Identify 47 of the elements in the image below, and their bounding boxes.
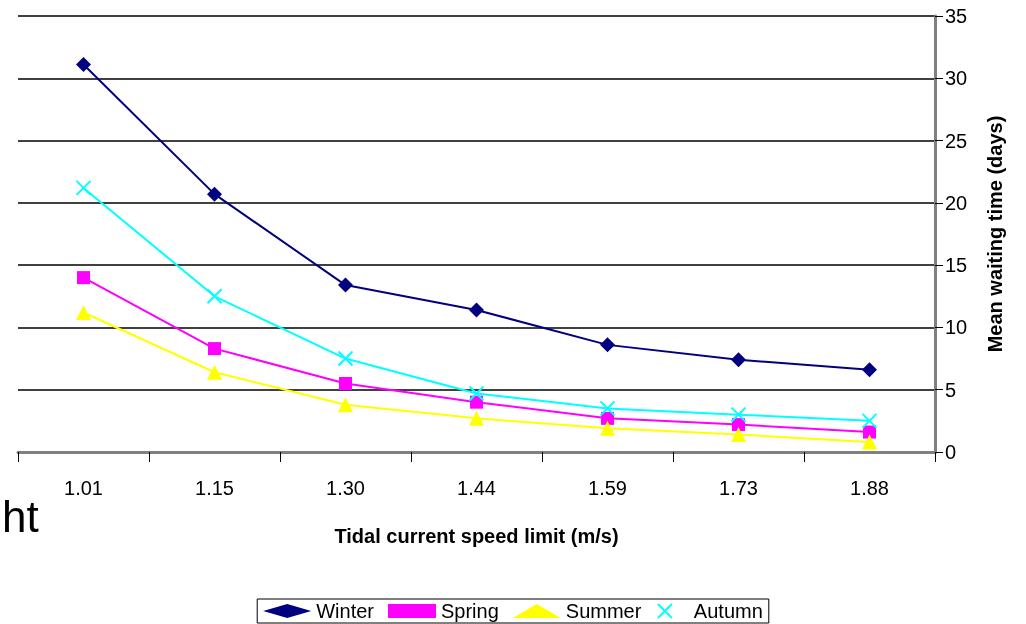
y-tick-label: 25 bbox=[945, 129, 968, 152]
y-tick-label: 30 bbox=[945, 67, 968, 90]
point bbox=[469, 302, 484, 318]
point bbox=[339, 376, 352, 390]
legend-label: Autumn bbox=[693, 600, 763, 622]
y-tick-label: 15 bbox=[945, 254, 968, 277]
point bbox=[469, 410, 484, 426]
point bbox=[731, 352, 746, 368]
legend-label: Summer bbox=[565, 600, 642, 622]
x-axis-title: Tidal current speed limit (m/s) bbox=[334, 525, 619, 547]
point bbox=[337, 350, 354, 367]
y-tick-label: 5 bbox=[945, 378, 957, 401]
point bbox=[206, 288, 223, 305]
x-tick-label: 1.88 bbox=[850, 477, 889, 499]
legend-label: Spring bbox=[440, 600, 499, 622]
y-tick-label: 0 bbox=[945, 441, 957, 463]
x-tick-label: 1.15 bbox=[195, 477, 234, 499]
point bbox=[338, 397, 353, 413]
point bbox=[600, 420, 615, 436]
point bbox=[77, 271, 90, 285]
x-tick-label: 1.44 bbox=[457, 477, 496, 499]
x-tick-label: 1.30 bbox=[326, 477, 365, 499]
point bbox=[863, 425, 876, 439]
point bbox=[338, 277, 353, 293]
point bbox=[730, 406, 747, 423]
point bbox=[731, 427, 746, 443]
legend-label: Winter bbox=[316, 600, 375, 622]
point bbox=[207, 186, 222, 202]
point bbox=[76, 304, 91, 320]
point bbox=[862, 434, 877, 450]
x-tick-label: 1.59 bbox=[588, 477, 627, 499]
y-tick-label: 20 bbox=[945, 191, 968, 214]
point bbox=[76, 57, 91, 73]
point bbox=[207, 364, 222, 380]
point bbox=[862, 362, 877, 378]
point bbox=[208, 342, 221, 356]
point bbox=[468, 385, 485, 402]
text: ht bbox=[2, 492, 39, 542]
point bbox=[75, 179, 92, 196]
y-tick-label: 10 bbox=[945, 316, 968, 339]
x-tick-label: 1.73 bbox=[719, 477, 758, 499]
y-tick-label: 35 bbox=[945, 5, 968, 27]
y-axis-title: Mean waiting time (days) bbox=[984, 115, 1006, 353]
point bbox=[599, 400, 616, 417]
point bbox=[600, 337, 615, 353]
point bbox=[861, 412, 878, 429]
x-tick-label: 1.01 bbox=[64, 477, 103, 499]
